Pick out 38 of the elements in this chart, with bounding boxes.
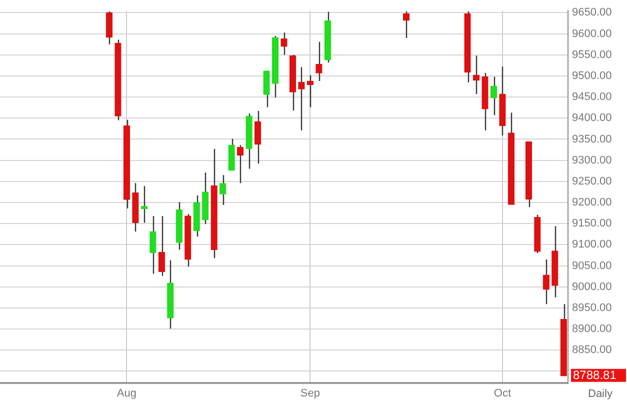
candlestick	[236, 144, 244, 184]
x-tick-label: Sep	[300, 388, 320, 400]
candlestick	[472, 55, 480, 95]
y-tick-label: 9500.00	[572, 70, 612, 82]
x-tick-label: Oct	[494, 388, 512, 400]
y-tick-label: 8950.00	[572, 302, 612, 314]
y-tick-label: 9400.00	[572, 112, 612, 124]
candlestick	[280, 32, 288, 56]
y-tick-label: 9000.00	[572, 280, 612, 293]
candlestick	[228, 138, 235, 172]
y-tick-label: 9100.00	[572, 238, 612, 251]
candlestick	[106, 10, 113, 45]
text: Daily	[588, 388, 613, 400]
y-tick-label: 9250.00	[572, 175, 612, 188]
y-tick-label: 9650.00	[572, 6, 612, 19]
candlestick	[542, 258, 550, 305]
y-tick-label: 9200.00	[572, 196, 612, 209]
candlestick	[298, 66, 305, 131]
y-tick-label: 9450.00	[572, 91, 612, 104]
candlestick	[490, 76, 498, 116]
candlestick	[158, 215, 165, 276]
candlestick	[403, 10, 410, 39]
y-tick-label: 9300.00	[572, 154, 612, 166]
candlestick	[316, 41, 322, 82]
y-tick-label: 9150.00	[572, 218, 612, 230]
x-tick-label: Aug	[116, 388, 136, 400]
y-tick-label: 9550.00	[572, 48, 612, 61]
candlestick	[306, 74, 314, 108]
candlestick	[263, 70, 270, 108]
y-tick-label: 8900.00	[572, 323, 612, 336]
candlestick	[254, 110, 262, 164]
y-tick-label: 9350.00	[572, 133, 612, 146]
y-tick-label: 8850.00	[572, 344, 612, 356]
y-tick-label: 9050.00	[572, 260, 612, 272]
candlestick	[150, 215, 156, 274]
text: 8788.81	[573, 368, 617, 382]
y-tick-label: 9600.00	[572, 28, 612, 40]
candlestick	[220, 174, 226, 206]
